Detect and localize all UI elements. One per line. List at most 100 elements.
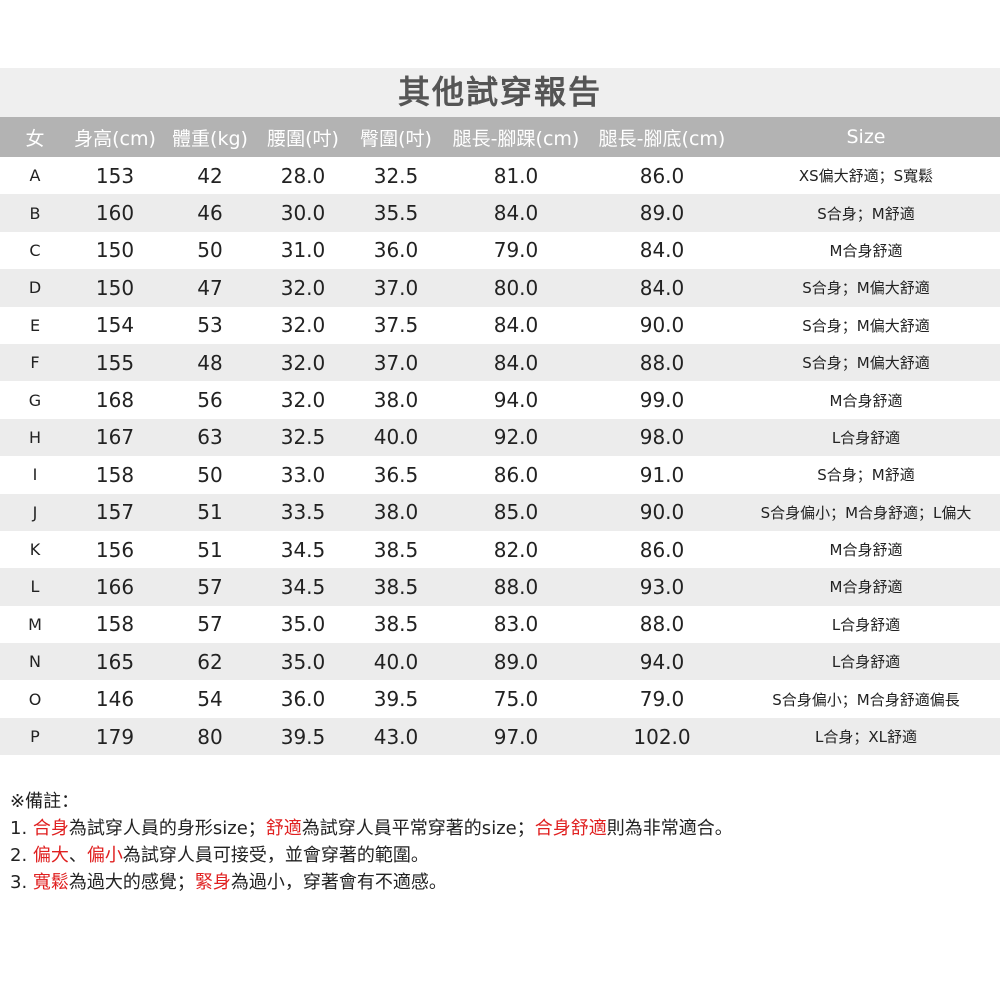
notes-heading: ※備註： [10, 791, 80, 812]
cell-id: D [28, 278, 42, 298]
header-leg-ankle: 腿長-腳踝(cm) [452, 127, 580, 150]
cell-height: 155 [95, 350, 135, 375]
table-row: N 165 62 35.0 40.0 89.0 94.0 L合身舒適 [0, 643, 1000, 681]
note-text: 為試穿人員可接受，並會穿著的範圍。 [122, 845, 429, 866]
table-row: E 154 53 32.0 37.5 84.0 90.0 S合身；M偏大舒適 [0, 307, 1000, 344]
cell-waist: 30.0 [280, 201, 326, 226]
cell-weight: 54 [197, 687, 223, 712]
note-highlight: 偏小 [86, 845, 123, 866]
cell-hip: 38.5 [373, 574, 419, 599]
table-row: K 156 51 34.5 38.5 82.0 86.0 M合身舒適 [0, 531, 1000, 568]
note-text: 為試穿人員的身形size； [68, 818, 266, 839]
cell-hip: 32.5 [373, 163, 419, 188]
cell-id: H [28, 427, 42, 447]
cell-size: XS偏大舒適；S寬鬆 [798, 167, 934, 186]
cell-hip: 40.0 [373, 425, 419, 450]
cell-weight: 51 [197, 537, 223, 562]
cell-size: L合身；XL舒適 [815, 728, 917, 747]
cell-weight: 62 [197, 649, 223, 674]
cell-weight: 57 [197, 574, 223, 599]
cell-size: S合身；M偏大舒適 [802, 316, 930, 335]
cell-leg-sole: 88.0 [639, 350, 685, 375]
cell-height: 156 [95, 537, 135, 562]
cell-hip: 38.0 [373, 388, 419, 413]
table-row: C 150 50 31.0 36.0 79.0 84.0 M合身舒適 [0, 232, 1000, 269]
cell-hip: 38.0 [373, 500, 419, 525]
header-leg-sole: 腿長-腳底(cm) [598, 127, 726, 150]
cell-id: B [29, 203, 41, 223]
cell-size: L合身舒適 [831, 615, 901, 634]
cell-leg-sole: 90.0 [639, 313, 685, 338]
cell-weight: 50 [197, 238, 223, 263]
table-header: 女 身高(cm) 體重(kg) 腰圍(吋) 臀圍(吋) 腿長-腳踝(cm) 腿長-腳底(cm… [0, 117, 1000, 157]
table-row: G 168 56 32.0 38.0 94.0 99.0 M合身舒適 [0, 381, 1000, 418]
cell-waist: 34.5 [280, 574, 326, 599]
table-row: O 146 54 36.0 39.5 75.0 79.0 S合身偏小；M合身舒適偏長 [0, 680, 1000, 717]
notes: ※備註： 1. 合身為試穿人員的身形size；舒適為試穿人員平常穿著的size；… [10, 788, 733, 896]
cell-leg-sole: 88.0 [639, 612, 685, 637]
cell-size: M合身舒適 [829, 391, 903, 410]
cell-leg-ankle: 84.0 [493, 201, 539, 226]
cell-waist: 28.0 [280, 163, 326, 188]
cell-waist: 32.0 [280, 388, 326, 413]
cell-height: 168 [95, 388, 135, 413]
cell-hip: 36.0 [373, 238, 419, 263]
table-row: P 179 80 39.5 43.0 97.0 102.0 L合身；XL舒適 [0, 717, 1000, 756]
cell-weight: 46 [197, 201, 223, 226]
note-text: 2. [10, 845, 33, 866]
header-size: Size [846, 126, 886, 148]
table-row: I 158 50 33.0 36.5 86.0 91.0 S合身；M舒適 [0, 456, 1000, 493]
table-row: D 150 47 32.0 37.0 80.0 84.0 S合身；M偏大舒適 [0, 269, 1000, 307]
cell-weight: 63 [197, 425, 223, 450]
table-row: H 167 63 32.5 40.0 92.0 98.0 L合身舒適 [0, 418, 1000, 457]
cell-id: P [30, 727, 40, 747]
cell-size: M合身舒適 [829, 541, 903, 560]
cell-hip: 37.0 [373, 350, 419, 375]
page-title: 其他試穿報告 [0, 68, 1000, 117]
cell-weight: 56 [197, 388, 223, 413]
cell-height: 153 [95, 163, 135, 188]
cell-leg-sole: 91.0 [639, 462, 685, 487]
cell-size: L合身舒適 [831, 653, 901, 672]
note-text: 為試穿人員平常穿著的size； [301, 818, 535, 839]
cell-waist: 35.0 [280, 649, 326, 674]
note-text: 、 [68, 845, 87, 866]
cell-leg-ankle: 79.0 [493, 238, 539, 263]
cell-leg-ankle: 80.0 [493, 275, 539, 300]
note-line: 1. 合身為試穿人員的身形size；舒適為試穿人員平常穿著的size；合身舒適則… [10, 815, 733, 842]
cell-waist: 39.5 [280, 724, 326, 749]
cell-size: L合身舒適 [831, 428, 901, 447]
cell-hip: 40.0 [373, 649, 419, 674]
cell-height: 160 [95, 201, 135, 226]
cell-size: S合身偏小；M合身舒適；L偏大 [760, 503, 972, 522]
note-highlight: 寬鬆 [32, 872, 69, 893]
cell-hip: 37.0 [373, 275, 419, 300]
cell-hip: 38.5 [373, 612, 419, 637]
cell-waist: 32.0 [280, 275, 326, 300]
cell-leg-sole: 93.0 [639, 574, 685, 599]
cell-id: L [30, 577, 40, 597]
cell-leg-sole: 89.0 [639, 201, 685, 226]
cell-id: M [28, 614, 42, 634]
cell-id: O [28, 689, 42, 709]
cell-id: I [32, 465, 38, 485]
table-row: M 158 57 35.0 38.5 83.0 88.0 L合身舒適 [0, 606, 1000, 643]
cell-size: S合身偏小；M合身舒適偏長 [772, 690, 960, 709]
header-hip: 臀圍(吋) [360, 127, 432, 150]
cell-hip: 37.5 [373, 313, 419, 338]
note-line: 3. 寬鬆為過大的感覺；緊身為過小，穿著會有不適感。 [10, 869, 733, 896]
cell-waist: 34.5 [280, 537, 326, 562]
cell-weight: 50 [197, 462, 223, 487]
note-highlight: 合身舒適 [534, 818, 607, 839]
cell-waist: 33.0 [280, 462, 326, 487]
note-text: 為過小，穿著會有不適感。 [230, 872, 447, 893]
cell-leg-ankle: 81.0 [493, 163, 539, 188]
cell-id: N [29, 652, 41, 672]
cell-weight: 80 [197, 724, 223, 749]
note-highlight: 偏大 [32, 845, 69, 866]
cell-leg-sole: 99.0 [639, 388, 685, 413]
cell-leg-ankle: 83.0 [493, 612, 539, 637]
cell-hip: 36.5 [373, 462, 419, 487]
cell-waist: 31.0 [280, 238, 326, 263]
header-weight: 體重(kg) [172, 127, 248, 150]
